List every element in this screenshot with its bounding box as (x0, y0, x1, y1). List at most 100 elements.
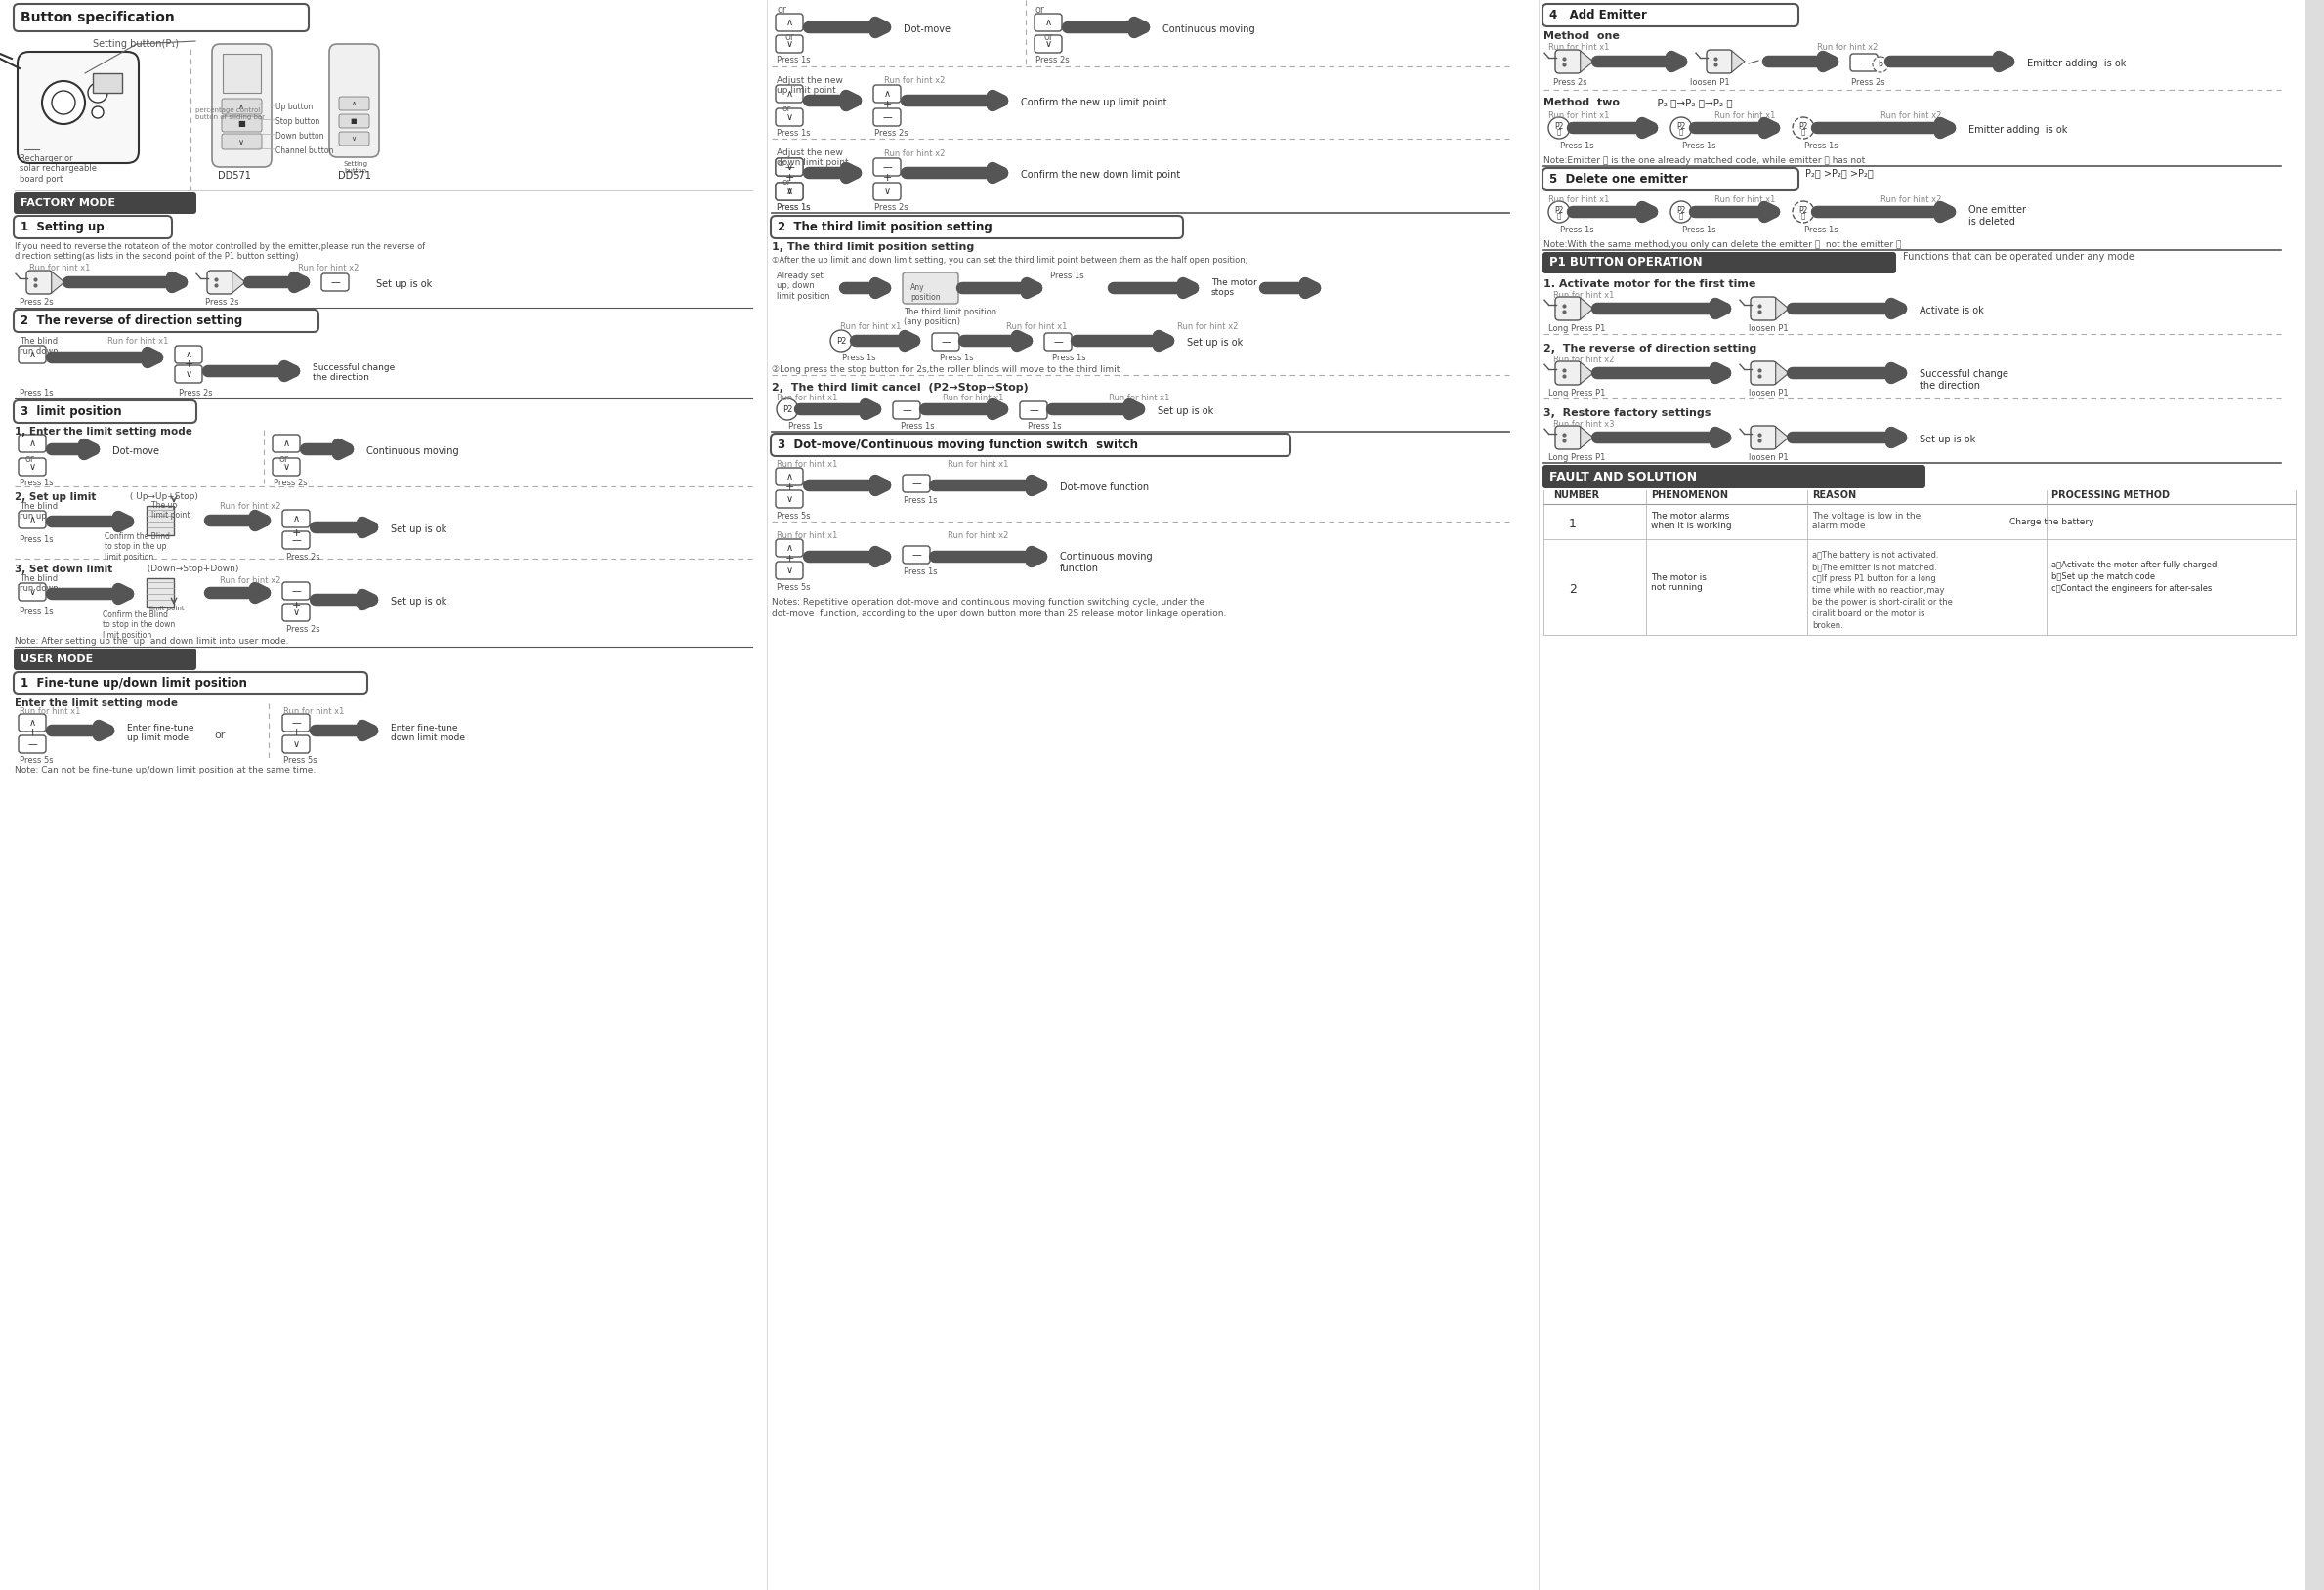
FancyBboxPatch shape (321, 273, 349, 291)
Text: Method  one: Method one (1543, 32, 1620, 41)
Text: Press 5s: Press 5s (776, 584, 811, 591)
Text: 3, Set down limit: 3, Set down limit (14, 564, 112, 574)
Text: 2: 2 (1569, 584, 1576, 596)
Polygon shape (1776, 363, 1789, 383)
FancyBboxPatch shape (776, 561, 804, 579)
Text: Press 2s: Press 2s (286, 553, 321, 561)
Text: Dot-move: Dot-move (112, 447, 160, 456)
Text: ①After the up limit and down limit setting, you can set the third limit point be: ①After the up limit and down limit setti… (772, 256, 1248, 264)
Text: +: + (290, 728, 300, 738)
Text: Setting
button: Setting button (344, 161, 367, 173)
Text: (Down→Stop+Down): (Down→Stop+Down) (142, 564, 239, 574)
Text: Press 1s: Press 1s (776, 129, 811, 138)
Text: or: or (781, 178, 790, 186)
Text: P2: P2 (783, 405, 792, 413)
Text: —: — (911, 479, 920, 488)
Text: Run for hint x1: Run for hint x1 (1552, 291, 1615, 301)
FancyBboxPatch shape (221, 99, 263, 114)
Text: Run for hint x1: Run for hint x1 (776, 394, 837, 402)
Text: Confirm the new up limit point: Confirm the new up limit point (1020, 97, 1167, 108)
Text: or: or (214, 730, 225, 741)
Text: Adjust the new
up limit point: Adjust the new up limit point (776, 76, 844, 95)
FancyBboxPatch shape (776, 539, 804, 556)
FancyBboxPatch shape (207, 270, 232, 294)
Text: Channel button: Channel button (277, 146, 332, 156)
Text: Activate is ok: Activate is ok (1920, 305, 1985, 315)
Text: —: — (290, 536, 300, 545)
FancyBboxPatch shape (19, 584, 46, 601)
Text: ■: ■ (351, 118, 358, 124)
Text: Long Press P1: Long Press P1 (1548, 453, 1606, 463)
Text: The blind
run down: The blind run down (19, 574, 58, 593)
Bar (146, 506, 174, 536)
Text: 2,  The third limit cancel  (P2→Stop→Stop): 2, The third limit cancel (P2→Stop→Stop) (772, 383, 1030, 393)
Text: Press 1s: Press 1s (902, 421, 934, 431)
Text: +: + (883, 100, 892, 110)
Text: Setting button(P₁): Setting button(P₁) (93, 40, 179, 49)
Text: Press 5s: Press 5s (284, 755, 316, 765)
Text: 3,  Restore factory settings: 3, Restore factory settings (1543, 409, 1710, 418)
Text: Press 1s: Press 1s (19, 536, 53, 544)
FancyBboxPatch shape (776, 35, 804, 52)
Text: Press 2s: Press 2s (874, 204, 909, 211)
FancyBboxPatch shape (874, 84, 902, 102)
Text: or: or (776, 159, 786, 169)
Text: Long Press P1: Long Press P1 (1548, 324, 1606, 332)
Text: limit point: limit point (149, 606, 184, 612)
FancyBboxPatch shape (174, 366, 202, 383)
Text: Notes: Repetitive operation dot-move and continuous moving function switching cy: Notes: Repetitive operation dot-move and… (772, 598, 1204, 606)
Text: Run for hint x2: Run for hint x2 (221, 576, 281, 585)
FancyBboxPatch shape (776, 108, 804, 126)
Text: REASON: REASON (1813, 490, 1857, 499)
FancyBboxPatch shape (776, 159, 804, 176)
Text: 5  Delete one emitter: 5 Delete one emitter (1550, 173, 1687, 186)
Text: ∧: ∧ (786, 186, 792, 196)
Text: ciralit board or the motor is: ciralit board or the motor is (1813, 609, 1924, 619)
FancyBboxPatch shape (211, 45, 272, 167)
Text: 3  Dot-move/Continuous moving function switch  switch: 3 Dot-move/Continuous moving function sw… (779, 439, 1139, 452)
FancyBboxPatch shape (1543, 464, 1924, 488)
Text: —: — (1053, 337, 1062, 347)
Text: Long Press P1: Long Press P1 (1548, 388, 1606, 398)
FancyBboxPatch shape (281, 510, 309, 528)
Text: ∧: ∧ (28, 350, 35, 359)
Text: ∨: ∨ (293, 607, 300, 617)
Text: ∧: ∧ (786, 89, 792, 99)
Text: c，If press P1 button for a long: c，If press P1 button for a long (1813, 574, 1936, 584)
FancyBboxPatch shape (776, 183, 804, 200)
Polygon shape (1776, 426, 1789, 448)
FancyBboxPatch shape (221, 116, 263, 132)
Text: Run for hint x2: Run for hint x2 (297, 264, 358, 272)
Text: —: — (330, 277, 339, 288)
Text: or: or (1037, 5, 1046, 14)
Text: DD571: DD571 (337, 170, 372, 181)
Text: The motor is
not running: The motor is not running (1650, 574, 1706, 591)
Polygon shape (1580, 426, 1594, 448)
Bar (93, 73, 123, 92)
Text: ⓐ: ⓐ (1557, 213, 1562, 219)
Text: P2: P2 (837, 337, 846, 345)
Text: PHENOMENON: PHENOMENON (1650, 490, 1729, 499)
Text: ∨: ∨ (293, 739, 300, 749)
Text: Dot-move function: Dot-move function (1060, 482, 1148, 493)
Text: —: — (290, 717, 300, 728)
Text: P2: P2 (1676, 121, 1685, 130)
FancyBboxPatch shape (1555, 361, 1580, 385)
Text: Run for hint x1: Run for hint x1 (1548, 196, 1608, 204)
Text: Emitter adding  is ok: Emitter adding is ok (2027, 59, 2126, 68)
Text: —: — (902, 405, 911, 415)
Text: ∧: ∧ (284, 439, 290, 448)
Text: ∨: ∨ (786, 494, 792, 504)
Text: 1  Setting up: 1 Setting up (21, 221, 105, 234)
Text: P₂ ⓐ→P₂ ⓐ→P₂ ⓑ: P₂ ⓐ→P₂ ⓐ→P₂ ⓑ (1650, 97, 1734, 108)
Text: Run for hint x2: Run for hint x2 (221, 502, 281, 510)
FancyBboxPatch shape (1043, 332, 1071, 351)
FancyBboxPatch shape (14, 649, 195, 669)
Text: ∧: ∧ (239, 102, 244, 111)
Text: 1, The third limit position setting: 1, The third limit position setting (772, 242, 974, 251)
Text: Press 5s: Press 5s (776, 512, 811, 520)
Text: Run for hint x1: Run for hint x1 (776, 531, 837, 541)
Text: Already set
up, down
limit position: Already set up, down limit position (776, 272, 830, 301)
Text: Run for hint x1: Run for hint x1 (948, 460, 1009, 469)
Text: Press 1s: Press 1s (776, 204, 811, 211)
